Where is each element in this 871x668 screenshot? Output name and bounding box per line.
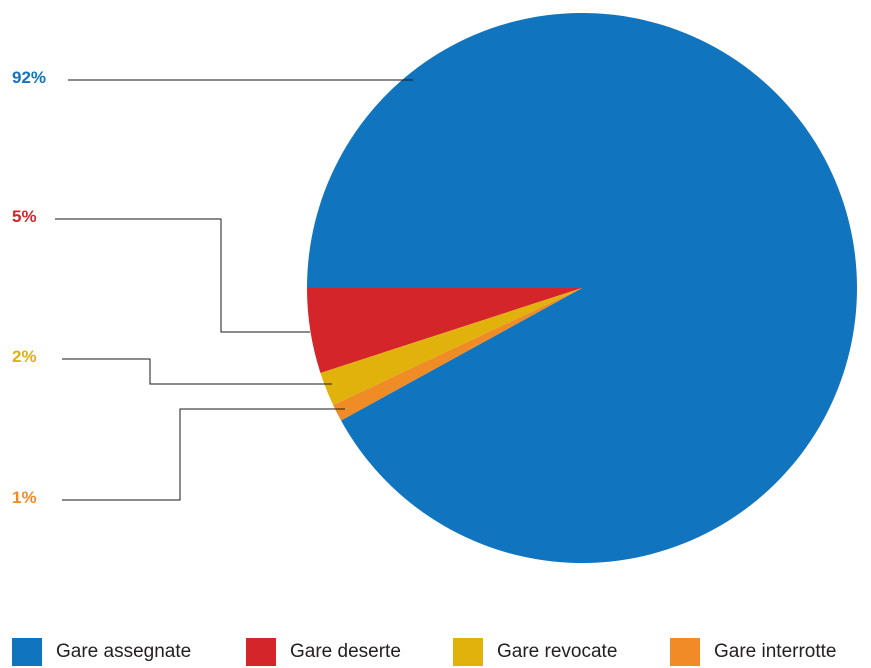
leader-line-gare-interrotte [62, 408, 345, 501]
pie-slice-gare-assegnate[interactable] [306, 12, 857, 563]
legend-item-gare-deserte[interactable]: Gare deserte [246, 638, 401, 666]
legend-swatch-gare-interrotte [670, 638, 700, 666]
legend-swatch-gare-assegnate [12, 638, 42, 666]
data-label-gare-assegnate: 92% [12, 68, 46, 87]
legend-label-gare-interrotte: Gare interrotte [714, 641, 837, 662]
data-label-gare-interrotte: 1% [12, 488, 37, 507]
pie-slice-gare-revocate[interactable] [320, 288, 582, 406]
leader-line-gare-deserte [55, 218, 310, 333]
legend-swatch-gare-revocate [453, 638, 483, 666]
pie-slice-gare-deserte[interactable] [307, 288, 582, 373]
data-label-gare-deserte: 5% [12, 207, 37, 226]
percentage-labels: 92% 5% 2% 1% [12, 68, 46, 507]
chart-legend: Gare assegnate Gare deserte Gare revocat… [12, 638, 871, 666]
pie-slice-gare-interrotte[interactable] [333, 288, 582, 421]
legend-label-gare-assegnate: Gare assegnate [56, 641, 192, 662]
legend-item-gare-revocate[interactable]: Gare revocate [453, 638, 617, 666]
legend-item-gare-interrotte[interactable]: Gare interrotte [670, 638, 837, 666]
pie-slices [306, 12, 857, 563]
data-label-gare-revocate: 2% [12, 347, 37, 366]
leader-lines [55, 79, 413, 501]
legend-label-gare-deserte: Gare deserte [290, 641, 401, 662]
leader-line-gare-revocate [62, 358, 332, 385]
legend-swatch-gare-deserte [246, 638, 276, 666]
legend-item-gare-assegnate[interactable]: Gare assegnate [12, 638, 191, 666]
legend-label-gare-revocate: Gare revocate [497, 641, 618, 662]
